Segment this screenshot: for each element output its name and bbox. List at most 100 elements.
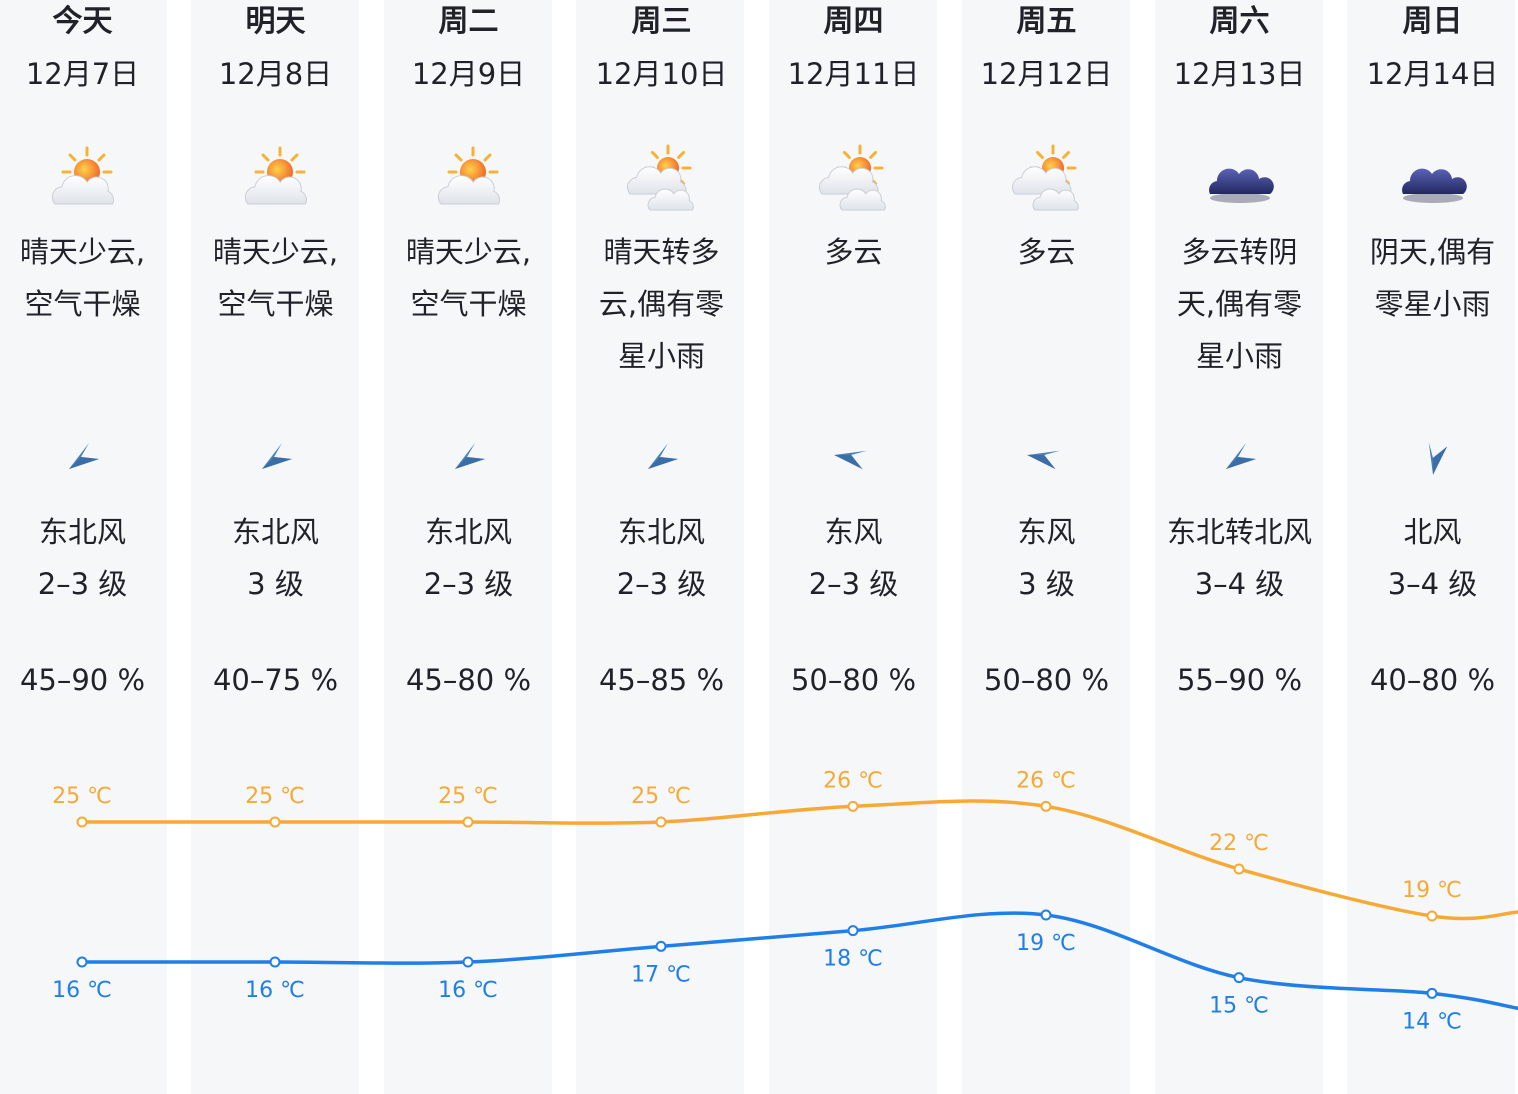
- high-temperature-label: 26 ℃: [1016, 768, 1076, 793]
- low-temperature-label: 16 ℃: [52, 978, 112, 1003]
- day-name: 周二: [438, 4, 499, 39]
- low-temperature-label: 19 ℃: [1016, 931, 1076, 956]
- high-temperature-label: 26 ℃: [823, 768, 883, 793]
- high-temperature-point: [1040, 800, 1052, 812]
- wind-arrow-east-icon: [1022, 430, 1072, 480]
- high-temperature-point: [1426, 910, 1438, 922]
- day-column: 今天 12月7日晴天少云, 空气干燥东北风 2–3 级 45–90 %: [0, 0, 179, 1094]
- weather-condition: 晴天少云, 空气干燥: [384, 226, 554, 330]
- day-name: 周六: [1209, 4, 1270, 39]
- condition-line: 阴天,偶有: [1369, 235, 1496, 269]
- wind-direction: 东北风: [424, 515, 512, 549]
- day-date: 12月7日: [25, 57, 140, 91]
- high-temperature-label: 25 ℃: [245, 784, 305, 809]
- day-name: 周三: [631, 4, 692, 39]
- partly-cloudy-icon: [624, 142, 700, 218]
- weather-condition: 多云转阴天,偶有零星小雨: [1155, 226, 1325, 382]
- high-temperature-point: [1233, 863, 1245, 875]
- weather-condition: 晴天少云, 空气干燥: [191, 226, 361, 330]
- condition-line: 天,偶有零: [1176, 287, 1303, 321]
- weather-condition: 多云: [962, 226, 1132, 278]
- wind-direction: 东风: [824, 515, 883, 549]
- condition-line: 多云转阴: [1181, 235, 1298, 269]
- weather-condition: 晴天转多云,偶有零星小雨: [577, 226, 747, 382]
- day-column: 周四 12月11日 多云 东风 2–3 级 50–80 %: [757, 0, 950, 1094]
- low-temperature-label: 18 ℃: [823, 947, 883, 972]
- wind-level: 2–3 级: [616, 567, 707, 601]
- wind-arrow-north-icon: [1408, 430, 1458, 480]
- wind-arrow-northeast-icon: [1215, 430, 1265, 480]
- humidity-range: 45–90 %: [19, 663, 146, 697]
- wind-level: 3 级: [247, 567, 304, 601]
- wind-arrow-east-icon: [829, 430, 879, 480]
- condition-line: 晴天转多: [603, 235, 720, 269]
- low-temperature-point: [655, 940, 667, 952]
- condition-line: 空气干燥: [217, 287, 334, 321]
- low-temperature-point: [1426, 987, 1438, 999]
- wind-level: 2–3 级: [37, 567, 128, 601]
- weather-condition: 晴天少云, 空气干燥: [0, 226, 168, 330]
- day-name: 明天: [245, 4, 306, 39]
- wind-level: 2–3 级: [423, 567, 514, 601]
- overcast-cloud-icon: [1395, 142, 1471, 218]
- high-temperature-line: [80, 799, 1518, 921]
- day-date: 12月8日: [218, 57, 333, 91]
- humidity-range: 55–90 %: [1176, 663, 1303, 697]
- day-name: 周四: [823, 4, 884, 39]
- overcast-cloud-icon: [1202, 142, 1278, 218]
- humidity-range: 50–80 %: [983, 663, 1110, 697]
- condition-line: 星小雨: [1195, 339, 1283, 373]
- wind-arrow-northeast-icon: [251, 430, 301, 480]
- condition-line: 星小雨: [617, 339, 705, 373]
- low-temperature-point: [1233, 972, 1245, 984]
- low-temperature-point: [847, 925, 859, 937]
- day-name: 今天: [52, 4, 113, 39]
- sun-cloud-icon: [45, 142, 121, 218]
- condition-line: 空气干燥: [410, 287, 527, 321]
- day-column: 周日 12月14日 阴天,偶有 零星小雨 北风 3–4 级 40–80 %: [1336, 0, 1518, 1094]
- condition-line: 多云: [1017, 235, 1076, 269]
- condition-line: 空气干燥: [24, 287, 141, 321]
- low-temperature-label: 16 ℃: [245, 978, 305, 1003]
- day-column: 明天 12月8日 晴天少云, 空气干燥 东北风 3 级 40–75 %: [179, 0, 372, 1094]
- condition-line: 晴天少云,: [19, 235, 146, 269]
- wind-arrow-northeast-icon: [58, 430, 108, 480]
- condition-line: 零星小雨: [1374, 287, 1491, 321]
- high-temperature-point: [76, 816, 88, 828]
- condition-line: 云,偶有零: [598, 287, 725, 321]
- wind-direction: 东北风: [231, 515, 319, 549]
- high-temperature-point: [462, 816, 474, 828]
- wind-direction: 东北转北风: [1166, 515, 1312, 549]
- day-date: 12月11日: [787, 57, 920, 91]
- humidity-range: 45–85 %: [598, 663, 725, 697]
- high-temperature-point: [269, 816, 281, 828]
- high-temperature-label: 19 ℃: [1402, 878, 1462, 903]
- high-temperature-label: 22 ℃: [1209, 831, 1269, 856]
- wind-direction: 东北风: [38, 515, 126, 549]
- sun-cloud-icon: [238, 142, 314, 218]
- low-temperature-label: 17 ℃: [631, 962, 691, 987]
- low-temperature-point: [1040, 909, 1052, 921]
- wind-level: 3–4 级: [1387, 567, 1478, 601]
- day-column: 周二 12月9日晴天少云, 空气干燥东北风 2–3 级 45–80 %: [372, 0, 565, 1094]
- day-name: 周日: [1402, 4, 1463, 39]
- low-temperature-label: 16 ℃: [438, 978, 498, 1003]
- wind-level: 2–3 级: [808, 567, 899, 601]
- high-temperature-point: [655, 816, 667, 828]
- high-temperature-label: 25 ℃: [438, 784, 498, 809]
- high-temperature-point: [847, 800, 859, 812]
- day-name: 周五: [1016, 4, 1077, 39]
- condition-line: 晴天少云,: [212, 235, 339, 269]
- wind-direction: 北风: [1403, 515, 1462, 549]
- wind-direction: 东北风: [617, 515, 705, 549]
- day-date: 12月14日: [1366, 57, 1499, 91]
- high-temperature-label: 25 ℃: [631, 784, 691, 809]
- day-date: 12月9日: [411, 57, 526, 91]
- low-temperature-point: [462, 956, 474, 968]
- weather-condition: 多云: [769, 226, 939, 278]
- humidity-range: 45–80 %: [405, 663, 532, 697]
- day-column: 周五 12月12日 多云 东风 3 级 50–80 %: [950, 0, 1143, 1094]
- sun-cloud-icon: [431, 142, 507, 218]
- wind-arrow-northeast-icon: [637, 430, 687, 480]
